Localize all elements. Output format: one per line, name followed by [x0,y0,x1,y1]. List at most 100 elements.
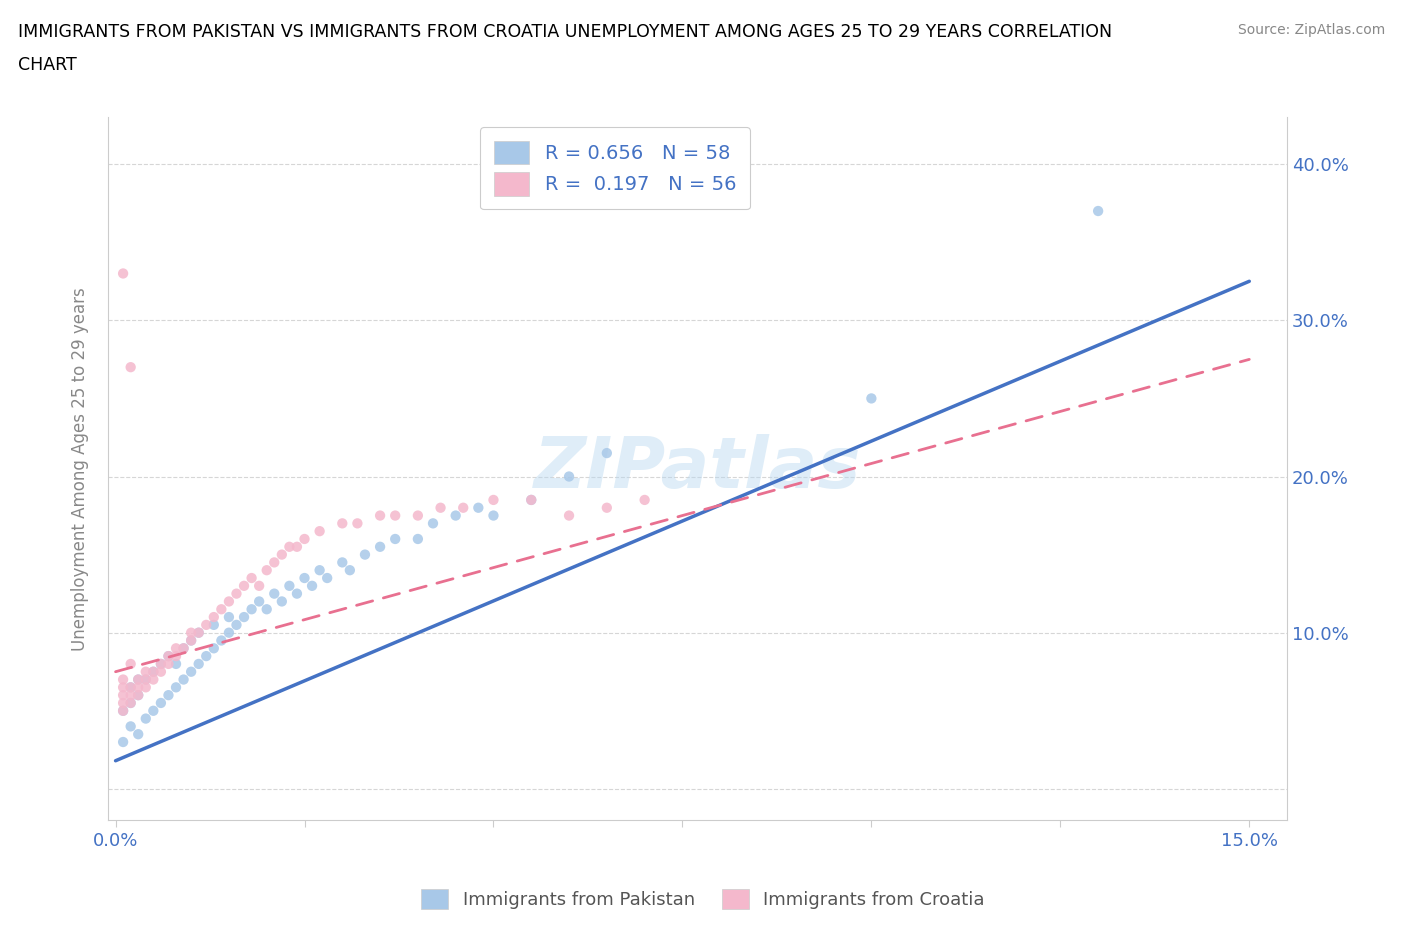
Point [127,726,149,741]
Text: ZIPatlas: ZIPatlas [534,434,862,503]
Point [195,618,218,632]
Point [112,703,135,718]
Point [165,680,187,695]
Point [225,618,247,632]
Point [180,625,202,640]
Point [135,664,157,679]
Point [202,618,225,632]
Point [135,711,157,726]
Point [406,532,429,547]
Point [1087,204,1109,219]
Y-axis label: Unemployment Among Ages 25 to 29 years: Unemployment Among Ages 25 to 29 years [72,286,89,651]
Text: Source: ZipAtlas.com: Source: ZipAtlas.com [1237,23,1385,37]
Point [482,508,505,523]
Point [233,578,256,593]
Point [112,703,135,718]
Text: CHART: CHART [18,56,77,73]
Point [142,672,165,687]
Point [120,687,142,702]
Point [384,508,406,523]
Point [112,672,135,687]
Point [135,672,157,687]
Point [165,657,187,671]
Point [120,360,142,375]
Point [240,602,263,617]
Point [308,563,330,578]
Point [165,648,187,663]
Point [406,508,429,523]
Point [112,696,135,711]
Point [240,571,263,586]
Point [135,672,157,687]
Point [339,563,361,578]
Point [180,664,202,679]
Point [149,657,172,671]
Point [256,563,278,578]
Point [218,625,240,640]
Point [127,680,149,695]
Point [149,657,172,671]
Point [330,516,353,531]
Point [157,648,180,663]
Point [247,578,270,593]
Point [149,664,172,679]
Point [112,680,135,695]
Point [187,625,209,640]
Point [285,586,308,601]
Point [301,578,323,593]
Point [209,633,232,648]
Point [187,625,209,640]
Point [149,696,172,711]
Point [187,657,209,671]
Point [444,508,467,523]
Point [120,719,142,734]
Point [173,641,195,656]
Point [142,703,165,718]
Point [256,602,278,617]
Point [120,696,142,711]
Point [429,500,451,515]
Point [294,571,316,586]
Point [202,610,225,625]
Point [482,493,505,508]
Point [127,687,149,702]
Point [120,680,142,695]
Point [180,633,202,648]
Point [270,547,292,562]
Point [209,602,232,617]
Point [451,500,474,515]
Point [173,641,195,656]
Point [294,532,316,547]
Point [346,516,368,531]
Legend: Immigrants from Pakistan, Immigrants from Croatia: Immigrants from Pakistan, Immigrants fro… [413,882,993,916]
Point [558,469,581,484]
Point [135,680,157,695]
Point [233,610,256,625]
Point [596,500,619,515]
Point [218,610,240,625]
Point [247,594,270,609]
Point [180,633,202,648]
Point [316,571,339,586]
Point [165,641,187,656]
Point [112,266,135,281]
Point [270,594,292,609]
Point [278,578,301,593]
Point [127,672,149,687]
Point [225,586,247,601]
Text: IMMIGRANTS FROM PAKISTAN VS IMMIGRANTS FROM CROATIA UNEMPLOYMENT AMONG AGES 25 T: IMMIGRANTS FROM PAKISTAN VS IMMIGRANTS F… [18,23,1112,41]
Point [142,664,165,679]
Point [127,687,149,702]
Point [202,641,225,656]
Point [112,687,135,702]
Point [354,547,377,562]
Point [368,508,391,523]
Point [633,493,655,508]
Point [173,672,195,687]
Point [218,594,240,609]
Point [467,500,489,515]
Point [195,648,218,663]
Point [120,657,142,671]
Point [120,696,142,711]
Point [422,516,444,531]
